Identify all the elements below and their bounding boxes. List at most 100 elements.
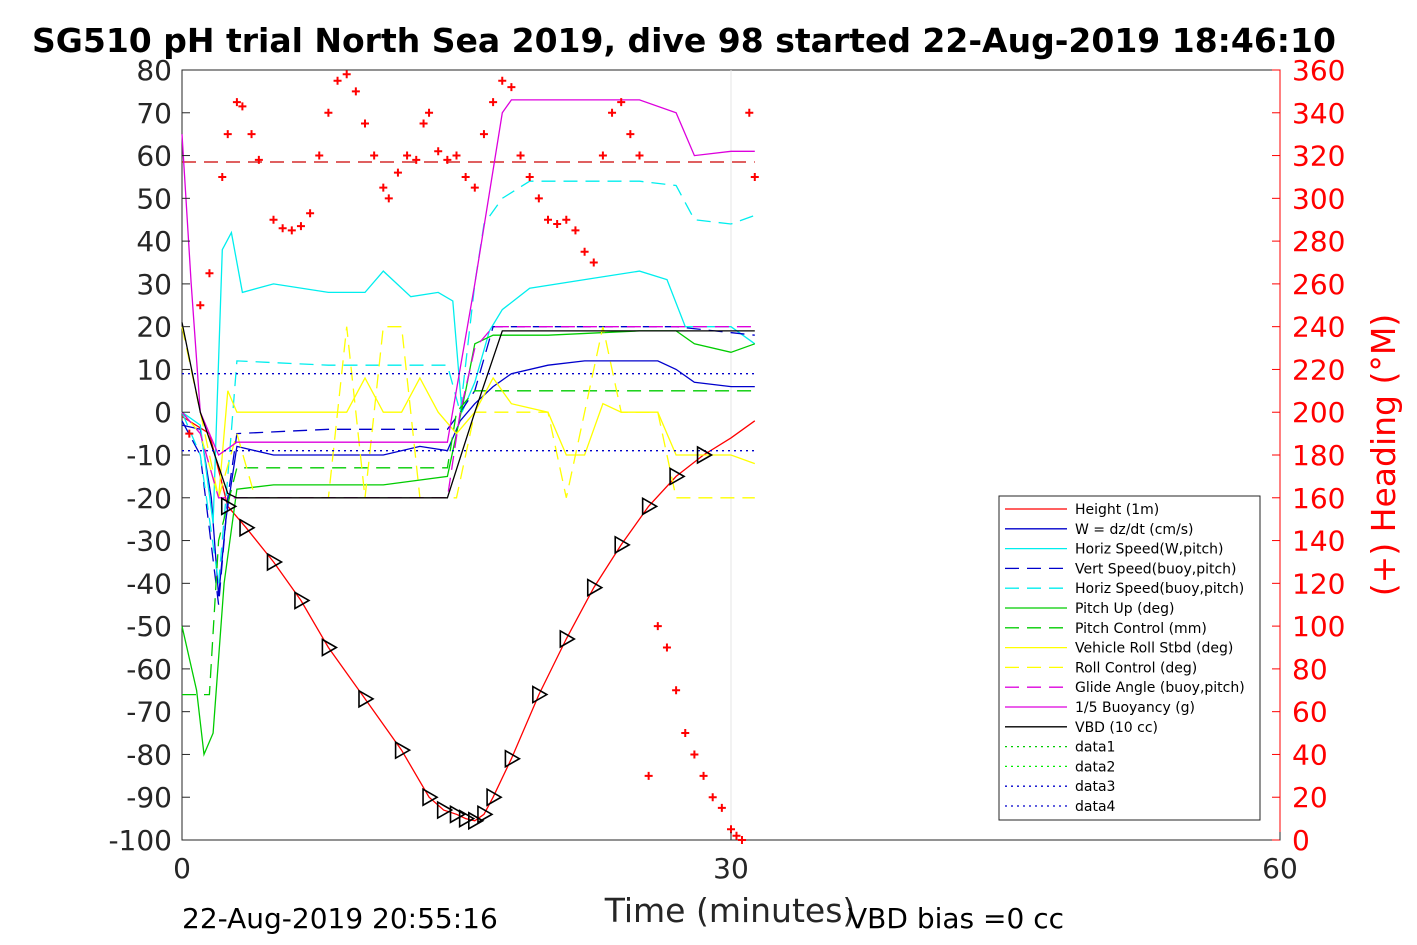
legend-label-3: Vert Speed(buoy,pitch) — [1075, 561, 1237, 577]
heading-point — [419, 119, 428, 128]
y2-tick-label: 20 — [1292, 781, 1328, 814]
y-tick-label: 60 — [136, 140, 172, 173]
heading-point — [185, 429, 194, 438]
y-tick-label: -80 — [126, 738, 172, 771]
heading-point — [247, 130, 256, 139]
heading-point — [342, 70, 351, 79]
heading-point — [205, 269, 214, 278]
heading-point — [306, 209, 315, 218]
y2-tick-label: 100 — [1292, 610, 1345, 643]
series-line-2 — [181, 230, 756, 524]
heading-point — [361, 119, 369, 128]
y-tick-label: 20 — [136, 311, 172, 344]
heading-point — [443, 155, 452, 164]
depth-marker — [467, 811, 485, 831]
footer-vbd-bias: VBD bias =0 cc — [848, 902, 1064, 935]
heading-point — [553, 220, 562, 228]
legend-label-7: Vehicle Roll Stbd (deg) — [1075, 641, 1233, 657]
y2-tick-label: 0 — [1292, 824, 1310, 857]
heading-point — [544, 215, 552, 224]
heading-point — [690, 750, 699, 759]
heading-point — [269, 215, 278, 224]
y-tick-label: -10 — [126, 439, 172, 472]
heading-point — [589, 258, 598, 267]
y-tick-label: 30 — [136, 268, 172, 301]
heading-point — [737, 836, 746, 844]
legend-label-8: Roll Control (deg) — [1075, 660, 1197, 676]
y-tick-label: -100 — [108, 824, 172, 857]
legend-label-4: Horiz Speed(buoy,pitch) — [1075, 581, 1244, 597]
footer-end-time: 22-Aug-2019 20:55:16 — [182, 902, 498, 935]
legend-label-2: Horiz Speed(W,pitch) — [1075, 542, 1223, 558]
heading-point — [534, 194, 543, 203]
x-tick-label: 0 — [173, 852, 191, 885]
heading-point — [425, 108, 434, 117]
heading-point — [393, 168, 402, 177]
heading-point — [672, 686, 681, 695]
series-line-6 — [182, 390, 755, 696]
depth-marker — [422, 787, 439, 807]
heading-point — [351, 87, 360, 96]
heading-point — [218, 172, 227, 181]
legend-label-10: 1/5 Buoyancy (g) — [1075, 700, 1195, 716]
right-axis-label: (+) Heading (°M) — [1364, 314, 1403, 596]
depth-marker — [394, 740, 412, 760]
heading-point — [379, 183, 388, 192]
y2-tick-label: 120 — [1292, 567, 1345, 600]
y-tick-label: 10 — [136, 353, 172, 386]
y2-tick-label: 80 — [1292, 653, 1328, 686]
heading-point — [452, 151, 461, 160]
legend-label-12: data1 — [1075, 740, 1115, 756]
series-line-7 — [181, 376, 756, 498]
series-line-11 — [181, 322, 755, 499]
depth-marker — [458, 809, 476, 828]
heading-point — [223, 130, 232, 139]
depth-marker — [294, 591, 311, 610]
y-tick-label: -70 — [126, 696, 172, 729]
depth-marker — [504, 749, 522, 769]
heading-point — [507, 83, 516, 92]
y-tick-label: -60 — [126, 653, 172, 686]
heading-point — [287, 226, 296, 235]
legend-label-0: Height (1m) — [1075, 502, 1159, 518]
left-axis-ticks: 80 70 60 50 40 30 20 10 0 -10 -20 -30 -40 -50 -60 -70 -8… — [108, 54, 190, 857]
legend-label-1: W = dz/dt (cm/s) — [1075, 522, 1194, 538]
heading-point — [598, 151, 607, 160]
y2-tick-label: 200 — [1292, 396, 1345, 429]
y2-tick-label: 280 — [1292, 225, 1345, 258]
legend-label-14: data3 — [1075, 779, 1115, 795]
heading-point — [196, 301, 205, 310]
heading-point — [525, 172, 534, 181]
depth-marker — [641, 496, 659, 516]
y-tick-label: 40 — [136, 225, 172, 258]
legend: Height (1m) W = dz/dt (cm/s) Horiz Speed(W… — [998, 495, 1261, 821]
heading-point — [470, 183, 479, 192]
depth-marker — [586, 578, 604, 597]
y-tick-label: -90 — [126, 781, 172, 814]
legend-label-6: Pitch Control (mm) — [1075, 621, 1207, 637]
y-tick-label: -30 — [126, 525, 172, 558]
heading-point — [681, 729, 690, 738]
heading-point — [232, 98, 241, 107]
y-tick-label: -20 — [126, 482, 172, 515]
heading-point — [745, 108, 754, 117]
x-axis-ticks: 0 30 60 — [173, 832, 1298, 885]
heading-point — [635, 151, 644, 160]
depth-marker — [559, 629, 576, 649]
y2-tick-label: 40 — [1292, 738, 1328, 771]
y2-tick-label: 340 — [1292, 97, 1345, 130]
y-tick-label: -50 — [126, 610, 172, 643]
heading-point — [489, 98, 498, 107]
heading-point — [238, 102, 247, 111]
y2-tick-label: 160 — [1292, 482, 1345, 515]
heading-point — [653, 622, 662, 631]
heading-point — [750, 172, 759, 181]
depth-marker — [321, 638, 339, 657]
y2-tick-label: 300 — [1292, 182, 1345, 215]
heading-point — [727, 825, 735, 834]
series-layer — [181, 99, 756, 822]
heading-point — [278, 224, 287, 233]
depth-marker — [358, 689, 375, 709]
heading-point — [626, 130, 635, 139]
